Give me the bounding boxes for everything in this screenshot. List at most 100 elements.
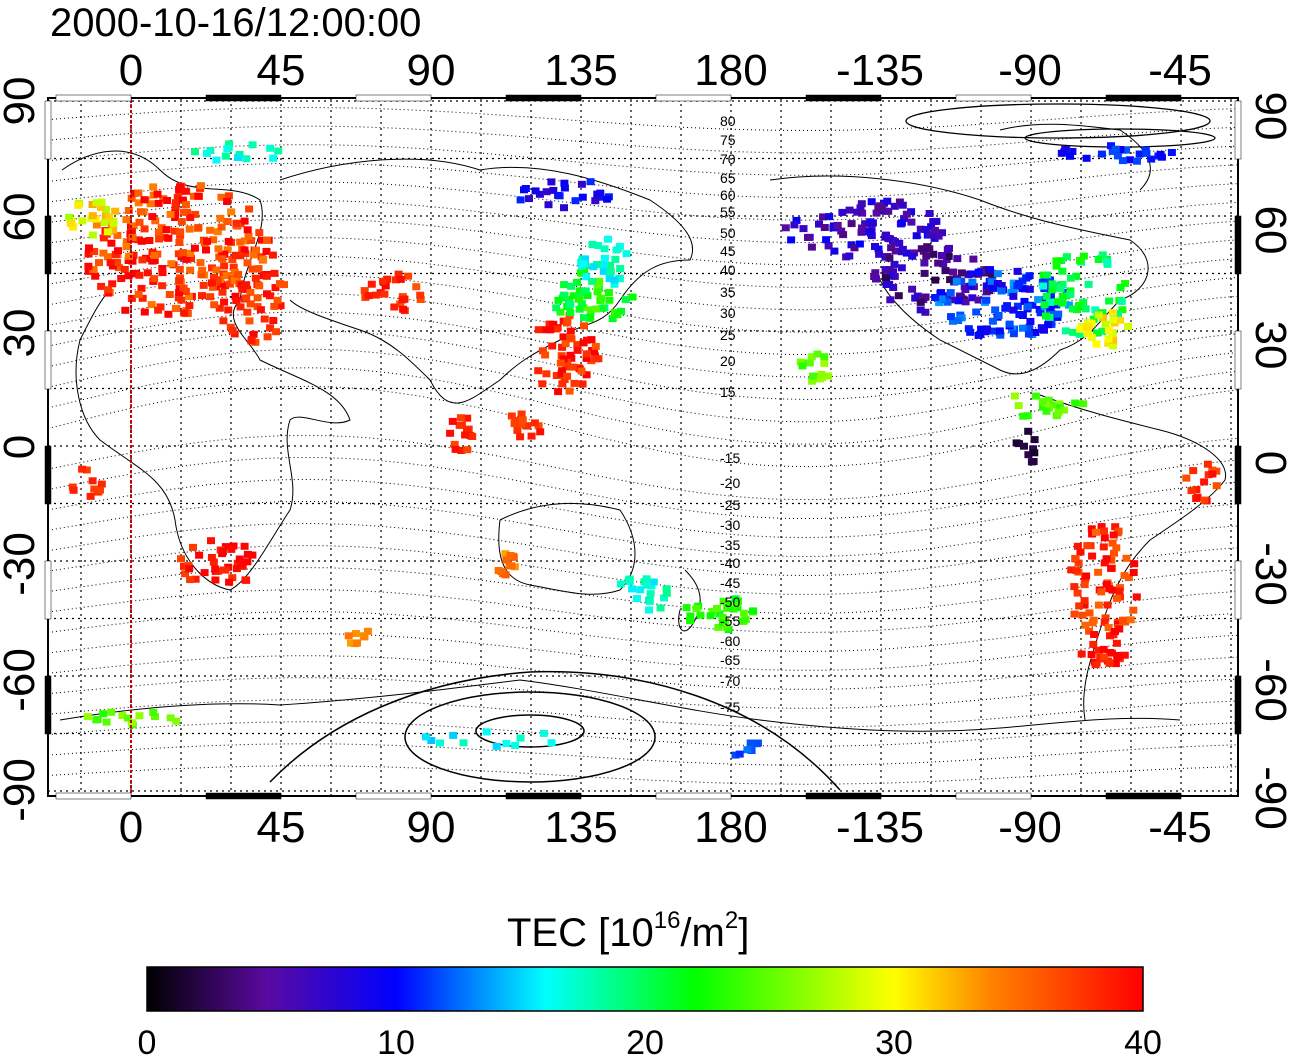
tec-cell xyxy=(1009,306,1018,314)
tec-cell xyxy=(548,342,557,350)
tec-cell xyxy=(158,269,167,277)
tec-cell xyxy=(604,289,613,297)
tec-cell xyxy=(230,277,239,285)
tec-cell xyxy=(510,420,519,427)
tec-cell xyxy=(457,447,466,454)
tec-cell xyxy=(122,216,131,224)
tec-cell xyxy=(129,222,138,230)
tec-cell xyxy=(202,246,210,254)
frame-tick-right xyxy=(1234,215,1242,275)
tec-cell xyxy=(129,270,138,278)
tec-cell xyxy=(217,223,226,231)
tec-cell xyxy=(1090,631,1099,638)
tec-cell xyxy=(88,231,97,239)
tec-cell xyxy=(1040,326,1048,334)
tec-cell xyxy=(247,237,255,244)
tec-cell xyxy=(616,265,625,272)
tec-cell xyxy=(820,353,829,361)
y-tick-left: -90 xyxy=(0,758,44,822)
tec-cell xyxy=(245,317,254,325)
tec-cell xyxy=(898,245,907,253)
tec-cell xyxy=(513,426,522,434)
tec-cell xyxy=(134,189,143,197)
y-tick-left: -30 xyxy=(0,532,44,596)
tec-cell xyxy=(559,355,568,363)
tec-cell xyxy=(989,284,998,292)
tec-cell xyxy=(1038,398,1047,406)
tec-cell xyxy=(243,308,252,316)
tec-cell xyxy=(1005,320,1014,328)
tec-cell xyxy=(610,276,619,284)
mag-contour xyxy=(48,144,1238,176)
tec-cell xyxy=(897,219,906,227)
tec-cell xyxy=(166,210,175,218)
tec-cell xyxy=(394,270,403,278)
tec-cell xyxy=(567,335,576,343)
tec-cell xyxy=(557,370,566,378)
tec-cell xyxy=(396,300,405,308)
tec-cell xyxy=(263,333,272,341)
tec-cell xyxy=(808,377,817,385)
tec-cell xyxy=(1126,156,1134,164)
frame-tick-right xyxy=(1234,560,1242,620)
tec-cell xyxy=(1112,639,1121,647)
tec-cell xyxy=(157,224,166,232)
right-y-axis-labels: 90 60 30 0 -30 -60 -90 xyxy=(1246,92,1292,830)
tec-cell xyxy=(115,264,123,272)
tec-cell xyxy=(1025,272,1034,280)
tec-cell xyxy=(108,280,117,288)
tec-cell xyxy=(271,284,280,292)
tec-cell xyxy=(559,291,568,299)
tec-cell xyxy=(122,238,131,246)
coastline xyxy=(279,158,694,404)
tec-cell xyxy=(567,282,576,290)
tec-cell xyxy=(560,179,569,187)
tec-cell xyxy=(124,714,132,722)
tec-cell xyxy=(171,209,180,217)
tec-cell xyxy=(353,639,361,647)
tec-cell xyxy=(996,331,1005,339)
tec-cell xyxy=(577,180,586,188)
tec-cell xyxy=(1061,327,1070,335)
tec-cell xyxy=(99,710,108,718)
tec-cell xyxy=(1018,324,1027,332)
tec-cell xyxy=(1100,527,1108,535)
tec-cell xyxy=(586,178,595,186)
tec-cell xyxy=(109,226,118,234)
tec-cell xyxy=(573,346,582,354)
tec-cell xyxy=(351,630,360,637)
tec-cell xyxy=(69,223,78,231)
contour-label: -40 xyxy=(720,555,740,571)
tec-cell xyxy=(622,250,631,258)
tec-cell xyxy=(544,201,553,209)
tec-cell xyxy=(1133,157,1141,165)
mag-contour xyxy=(48,348,1238,423)
tec-cell xyxy=(235,555,244,563)
tec-cell xyxy=(97,480,106,488)
tec-cell xyxy=(1079,252,1088,260)
tec-cell xyxy=(182,201,190,209)
tec-cell xyxy=(106,259,115,267)
tec-cell xyxy=(538,380,547,388)
tec-cell xyxy=(253,294,262,302)
tec-cell xyxy=(845,206,854,214)
tec-cell xyxy=(274,147,283,155)
tec-cell xyxy=(567,354,576,362)
tec-cell xyxy=(270,269,279,277)
tec-cell xyxy=(1111,628,1119,635)
tec-cell xyxy=(96,486,104,494)
tec-cell xyxy=(576,269,585,277)
tec-cell xyxy=(211,565,220,573)
tec-cell xyxy=(921,226,930,233)
tec-cell xyxy=(105,213,113,221)
y-tick-right: -60 xyxy=(1246,658,1292,722)
y-tick-right: 0 xyxy=(1246,451,1292,475)
tec-cell xyxy=(566,309,575,317)
tec-cell xyxy=(223,218,232,225)
tec-cell xyxy=(1056,284,1065,292)
tec-cell xyxy=(571,197,580,205)
tec-cell xyxy=(180,309,189,317)
tec-cell xyxy=(994,312,1003,319)
frame-tick-bottom xyxy=(55,792,132,800)
frame-tick-bottom xyxy=(505,792,582,800)
